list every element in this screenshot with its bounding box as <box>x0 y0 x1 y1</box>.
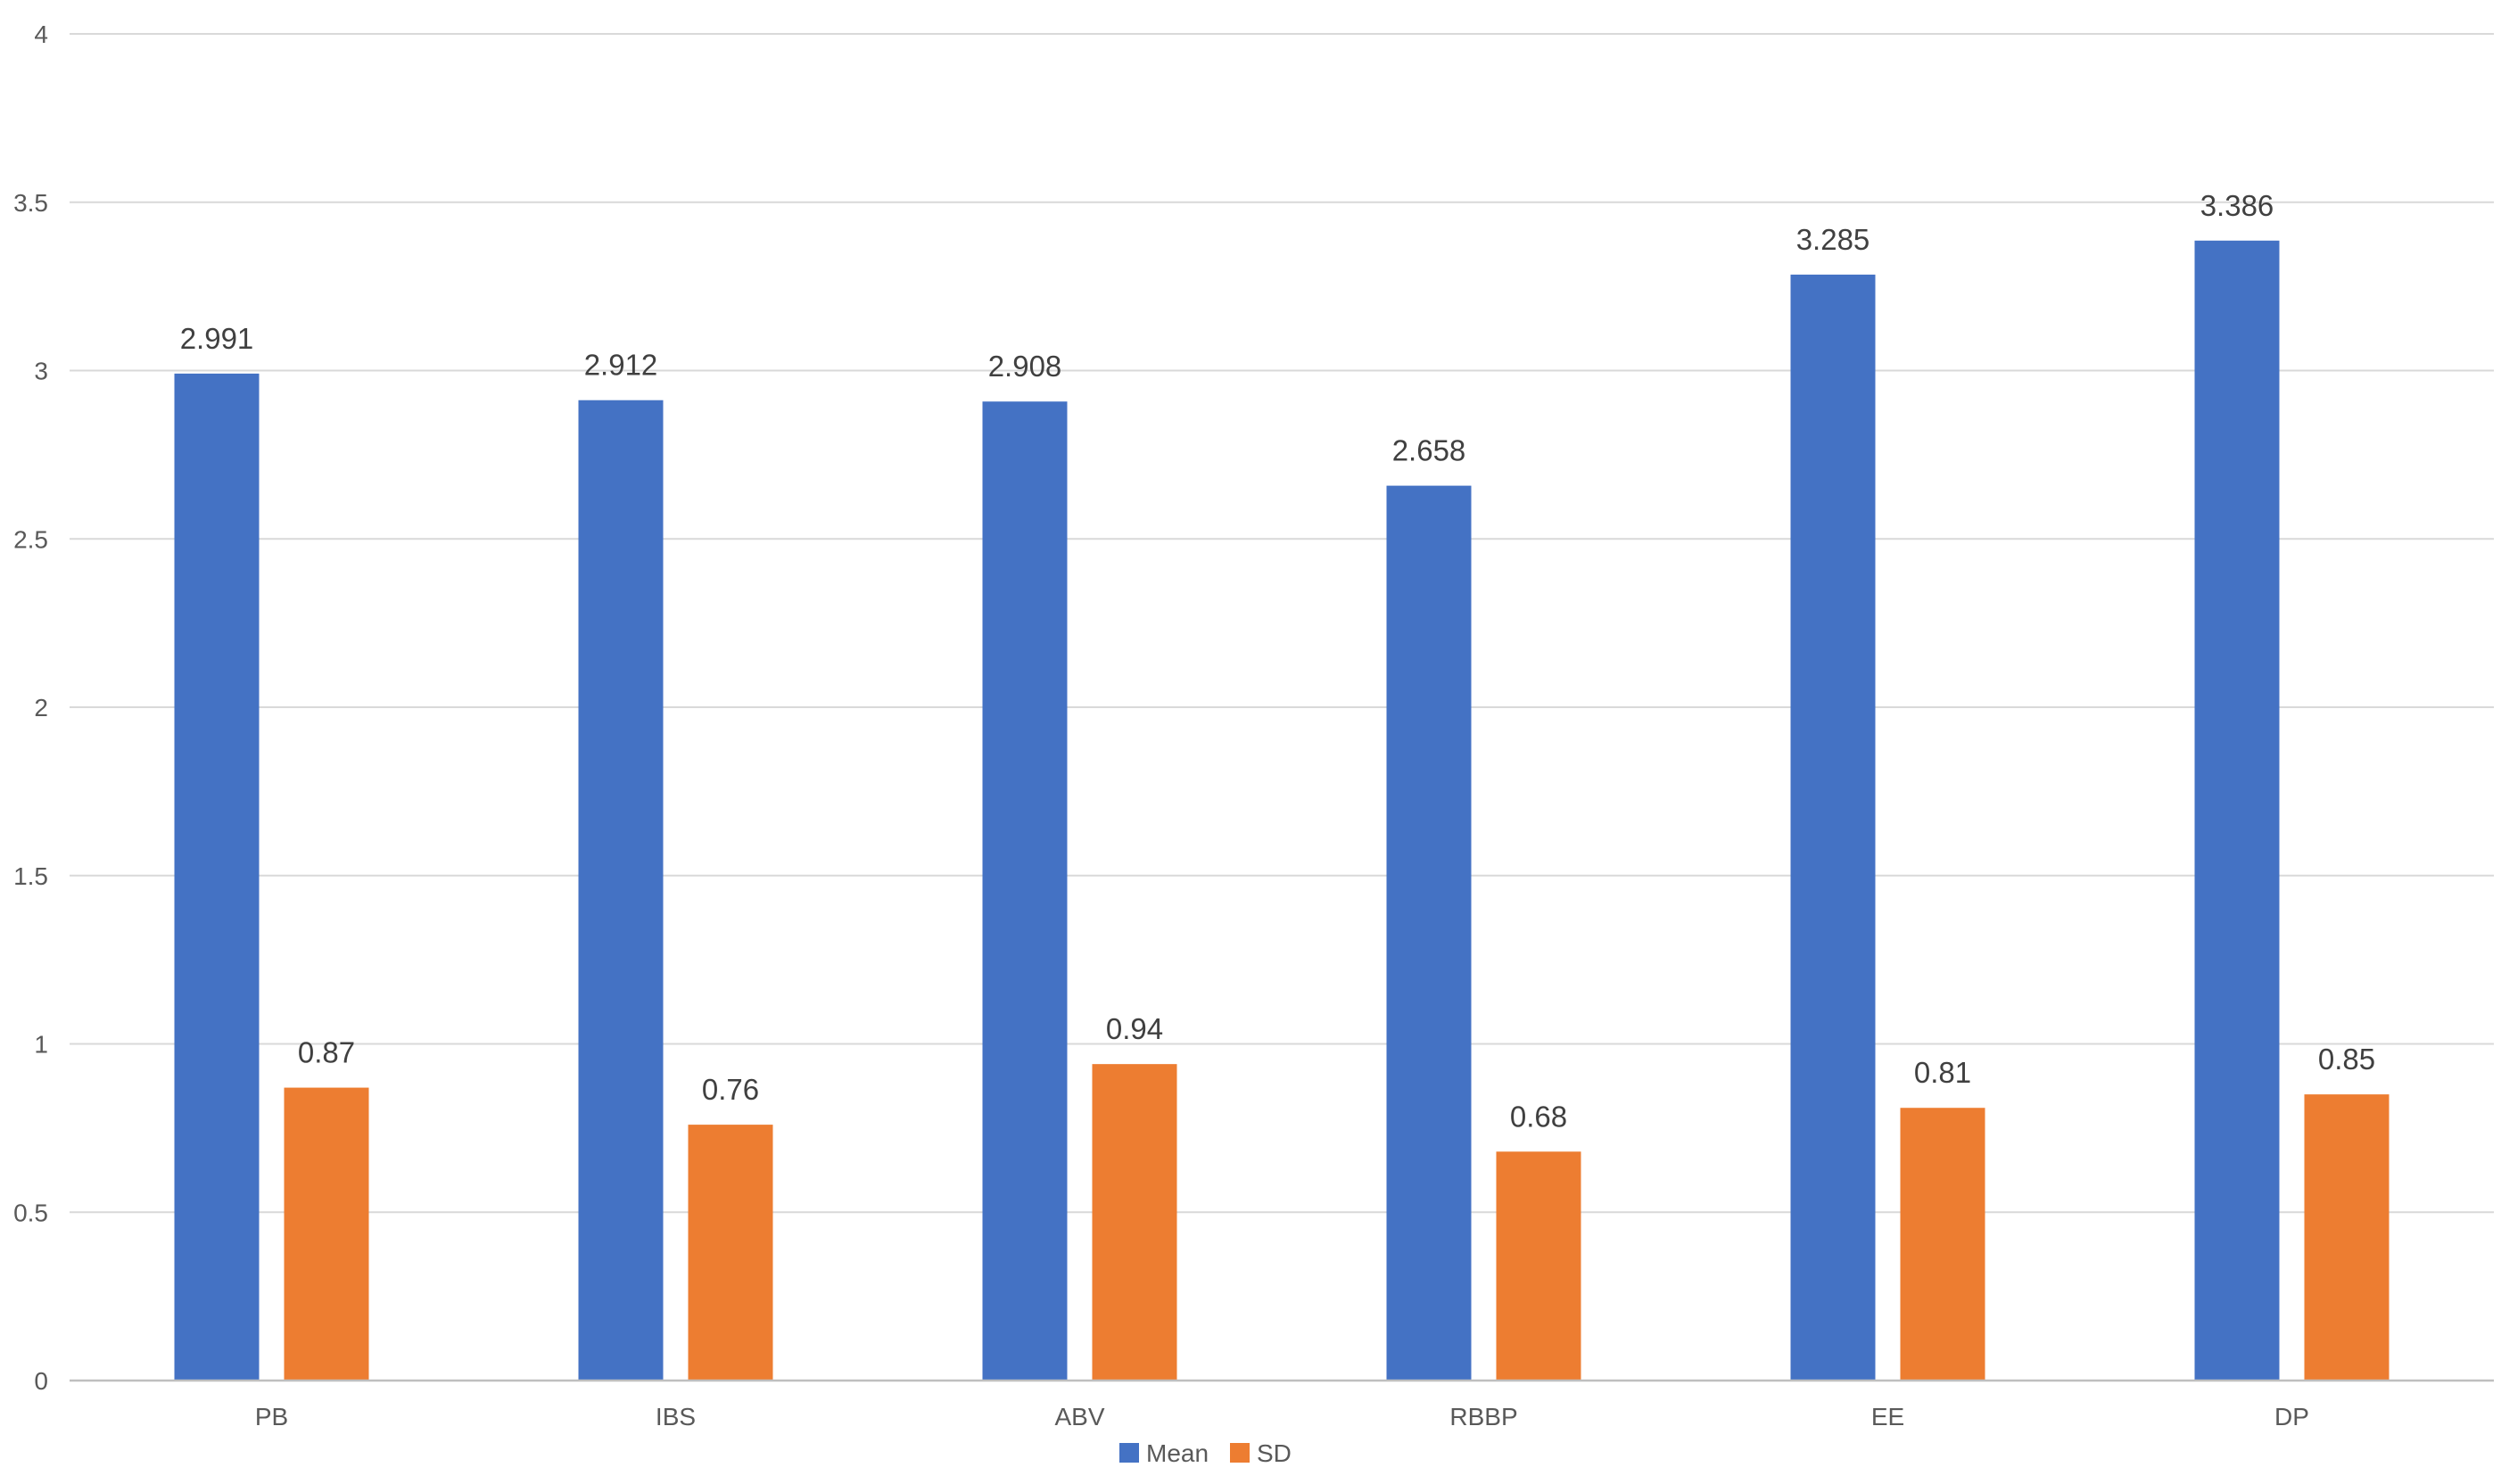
y-axis-ticks: 0 0.5 1 1.5 2 2.5 3 3.5 4 <box>13 21 48 1395</box>
data-labels: 2.991 0.87 2.912 0.76 2.908 0.94 2.658 0.68 3.28… <box>180 189 2375 1134</box>
y-tick-label: 1.5 <box>13 862 48 890</box>
data-label-sd: 0.87 <box>298 1036 355 1069</box>
data-label-mean: 3.285 <box>1796 223 1870 256</box>
bar-sd-rbbp <box>1496 1151 1581 1381</box>
y-tick-label: 1 <box>34 1031 48 1059</box>
y-tick-label: 0 <box>34 1367 48 1395</box>
y-tick-label: 3 <box>34 358 48 385</box>
bar-mean-ee <box>1790 274 1876 1381</box>
y-tick-label: 2 <box>34 694 48 721</box>
bar-sd-ee <box>1900 1108 1985 1381</box>
legend: Mean SD <box>1119 1439 1292 1467</box>
data-label-mean: 2.991 <box>180 322 254 355</box>
legend-swatch-mean <box>1119 1443 1139 1463</box>
bar-sd-dp <box>2304 1094 2390 1381</box>
y-tick-label: 2.5 <box>13 525 48 553</box>
y-tick-label: 3.5 <box>13 189 48 217</box>
legend-label-mean: Mean <box>1146 1439 1209 1467</box>
y-tick-label: 0.5 <box>13 1199 48 1226</box>
data-label-sd: 0.76 <box>702 1073 759 1106</box>
data-label-sd: 0.94 <box>1106 1012 1163 1045</box>
x-category-label: EE <box>1871 1403 1904 1430</box>
x-category-label: ABV <box>1054 1403 1104 1430</box>
data-label-sd: 0.68 <box>1510 1100 1567 1133</box>
x-axis-categories: PB IBS ABV RBBP EE DP <box>255 1403 2309 1430</box>
bar-mean-abv <box>982 401 1068 1381</box>
bars <box>174 240 2390 1381</box>
data-label-mean: 3.386 <box>2200 189 2274 222</box>
y-tick-label: 4 <box>34 21 48 48</box>
x-category-label: RBBP <box>1449 1403 1517 1430</box>
bar-mean-rbbp <box>1386 485 1472 1381</box>
bar-sd-pb <box>284 1087 369 1381</box>
data-label-mean: 2.908 <box>988 350 1062 383</box>
bar-sd-abv <box>1092 1064 1177 1381</box>
gridlines <box>70 33 2494 1214</box>
x-category-label: PB <box>255 1403 288 1430</box>
bar-mean-ibs <box>578 400 664 1381</box>
data-label-mean: 2.912 <box>584 349 658 382</box>
data-label-sd: 0.81 <box>1914 1056 1971 1089</box>
x-category-label: DP <box>2274 1403 2309 1430</box>
data-label-sd: 0.85 <box>2318 1043 2375 1076</box>
x-category-label: IBS <box>656 1403 696 1430</box>
data-label-mean: 2.658 <box>1392 434 1466 467</box>
legend-label-sd: SD <box>1257 1439 1292 1467</box>
bar-sd-ibs <box>688 1125 773 1381</box>
bar-mean-dp <box>2194 240 2280 1381</box>
legend-swatch-sd <box>1230 1443 1250 1463</box>
bar-mean-pb <box>174 373 260 1381</box>
